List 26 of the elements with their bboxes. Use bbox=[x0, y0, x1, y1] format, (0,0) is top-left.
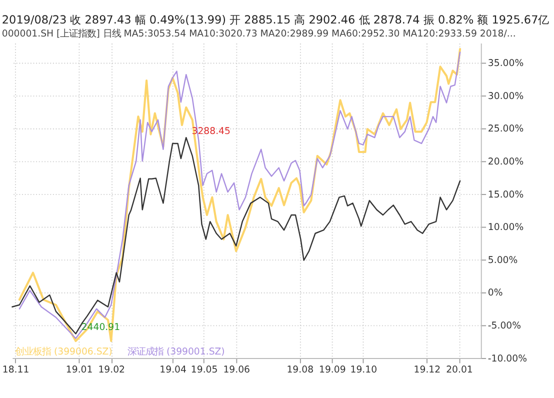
x-tick-label: 19.08 bbox=[286, 364, 314, 376]
y-tick-label: 10.00% bbox=[488, 222, 524, 234]
y-tick-label: 15.00% bbox=[488, 189, 524, 200]
y-tick-label: 0% bbox=[488, 288, 503, 299]
x-tick-label: 19.04 bbox=[160, 364, 186, 376]
chart-title: 2019/08/23 收 2897.43 幅 0.49%(13.99) 开 2885.15 高 2902.46 低 2878.74 振 0.82% 额 1925.67亿 bbox=[2, 13, 550, 26]
y-tick-label: -10.00% bbox=[488, 353, 528, 364]
series-label: 创业板指 (399006.SZ) bbox=[15, 346, 112, 358]
x-tick-label: 19.10 bbox=[350, 364, 378, 376]
line-series bbox=[12, 136, 461, 334]
x-tick-label: 19.01 bbox=[66, 364, 93, 376]
chart-subtitle: 000001.SH [上证指数] 日线 MA5:3053.54 MA10:3020.73 MA20:2989.99 MA60:2952.30 MA120:2933.59 2018/... bbox=[2, 28, 516, 40]
x-tick-label: 18.11 bbox=[2, 364, 30, 376]
y-tick-label: 20.00% bbox=[488, 156, 524, 168]
x-tick-label: 19.02 bbox=[98, 364, 126, 376]
x-tick-label: 19.12 bbox=[414, 364, 441, 376]
y-tick-label: 5.00% bbox=[488, 254, 518, 266]
y-tick-label: 35.00% bbox=[488, 58, 524, 70]
y-tick-label: 25.00% bbox=[488, 124, 524, 135]
text: 深证成指 (399001.SZ) bbox=[127, 346, 225, 358]
y-tick-label: -5.00% bbox=[488, 320, 522, 332]
x-tick-label: 20.01 bbox=[446, 364, 473, 376]
x-tick-label: 19.06 bbox=[223, 364, 250, 376]
y-tick-label: 30.00% bbox=[488, 90, 524, 102]
x-tick-label: 19.05 bbox=[190, 364, 218, 376]
x-tick-label: 19.09 bbox=[319, 364, 346, 376]
